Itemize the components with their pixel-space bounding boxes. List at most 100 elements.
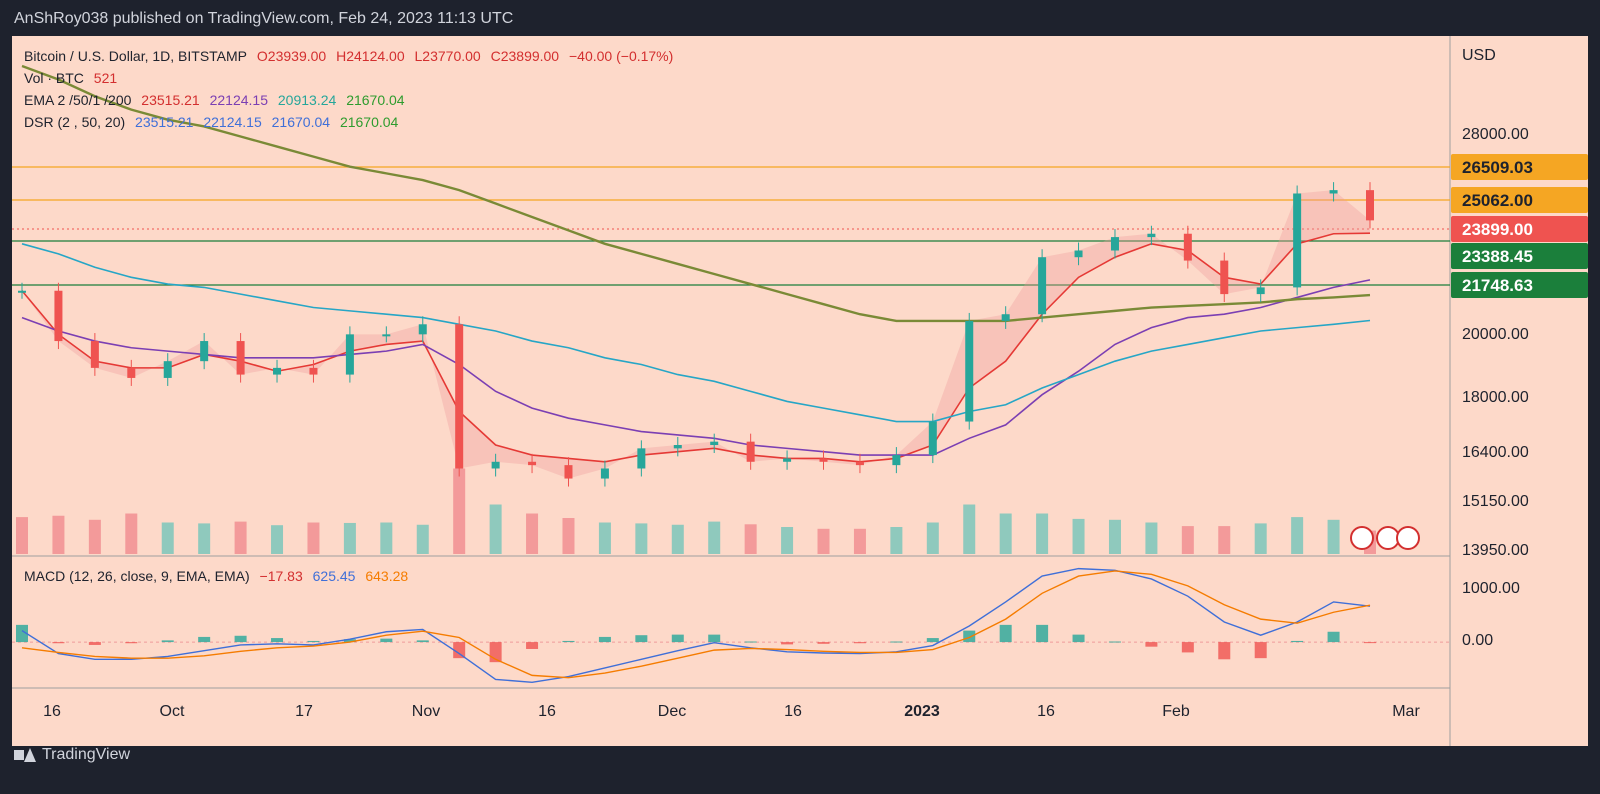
time-tick-label: 16	[538, 703, 556, 720]
volume-bar	[817, 528, 830, 554]
macd-legend: MACD (12, 26, close, 9, EMA, EMA) −17.83…	[24, 568, 414, 584]
volume-bar	[16, 517, 28, 554]
macd-histogram-bar	[1145, 642, 1158, 647]
time-tick-label: 17	[295, 703, 313, 720]
ohlc-open: O23939.00	[256, 48, 327, 64]
volume-bar	[853, 528, 866, 554]
macd-line	[21, 567, 1371, 683]
candle-body	[345, 334, 354, 375]
macd-histogram-bar	[307, 640, 320, 643]
candle-body	[1038, 257, 1047, 315]
macd-histogram-bar	[1327, 631, 1340, 643]
volume-bar	[1036, 513, 1049, 554]
ohlc-close: C23899.00	[490, 48, 560, 64]
price-tag-box	[1451, 243, 1588, 269]
price-tag-label: 25062.00	[1462, 191, 1533, 210]
candle-body	[928, 421, 937, 456]
signal-line	[21, 570, 1371, 679]
macd-histogram-bar	[1108, 641, 1121, 643]
volume-bar	[1327, 519, 1340, 554]
chart-frame[interactable]: 28000.00 20000.00 18000.00 16400.00 15150.00…	[12, 36, 1588, 746]
macd-histogram-bar	[708, 634, 721, 643]
price-tick-label: 28000.00	[1462, 126, 1529, 143]
macd-histogram-bar	[125, 642, 138, 644]
time-tick-label: Dec	[658, 703, 686, 720]
time-tick-label: 16	[43, 703, 61, 720]
macd-histogram-bar	[161, 640, 174, 643]
candle-body	[528, 461, 537, 466]
macd-histogram-bar	[52, 642, 65, 644]
candle-body	[1110, 237, 1119, 251]
ohlc-change: −40.00 (−0.17%)	[569, 48, 674, 64]
macd-histogram-bar	[198, 636, 211, 643]
volume-bar	[744, 524, 757, 554]
price-tag-box	[1451, 187, 1588, 213]
time-tick-label: Nov	[412, 703, 440, 720]
candle-body	[1256, 287, 1265, 295]
moving-average-line	[21, 279, 1371, 456]
time-tick-label: Feb	[1162, 703, 1190, 720]
volume-value: 521	[93, 70, 118, 86]
macd-histogram-bar	[16, 624, 28, 643]
dsr-value-2: 22124.15	[203, 114, 262, 130]
volume-bar	[489, 504, 502, 554]
volume-bar	[1254, 523, 1267, 554]
candle-body	[892, 455, 901, 466]
candle-body	[855, 461, 864, 466]
price-tick-label: 20000.00	[1462, 326, 1529, 343]
candle-body	[1147, 233, 1156, 238]
candle-body	[1293, 193, 1302, 288]
macd-histogram-bar	[1254, 642, 1267, 659]
macd-histogram-bar	[781, 642, 794, 645]
candle-body	[1366, 190, 1374, 221]
ema-legend: EMA 2 /50/1 /200 23515.21 22124.15 20913…	[24, 92, 411, 108]
candle-body	[1001, 314, 1010, 321]
macd-histogram-bar	[453, 642, 466, 659]
moving-average-line	[21, 232, 1371, 463]
dsr-band-fill	[22, 190, 1370, 479]
volume-bar	[1072, 518, 1085, 554]
macd-histogram-bar	[1364, 642, 1376, 644]
volume-label: Vol · BTC	[24, 70, 84, 86]
candle-body	[965, 320, 974, 422]
macd-label: MACD (12, 26, close, 9, EMA, EMA)	[24, 568, 250, 584]
dsr-value-4: 21670.04	[339, 114, 399, 130]
macd-histogram-bar	[1072, 634, 1085, 643]
macd-histogram-bar	[853, 642, 866, 644]
volume-bar	[635, 523, 648, 554]
macd-histogram-bar	[744, 641, 757, 643]
volume-bar	[1291, 517, 1304, 554]
macd-value-signal: 643.28	[365, 568, 409, 584]
time-tick-label: Oct	[160, 703, 185, 720]
ohlc-low: L23770.00	[414, 48, 481, 64]
price-tick-label: 18000.00	[1462, 389, 1529, 406]
symbol-name: Bitcoin / U.S. Dollar, 1D, BITSTAMP	[24, 48, 248, 64]
volume-bar	[1181, 526, 1194, 554]
price-chart[interactable]: 28000.00 20000.00 18000.00 16400.00 15150.00…	[12, 36, 1588, 746]
ema-label: EMA 2 /50/1 /200	[24, 92, 132, 108]
volume-bar	[307, 522, 320, 554]
us-flag-icon	[1396, 526, 1420, 550]
candle-body	[54, 290, 63, 342]
candle-body	[1074, 250, 1083, 258]
volume-bar	[708, 521, 721, 554]
macd-histogram-bar	[526, 642, 539, 649]
macd-tick-label: 1000.00	[1462, 580, 1520, 597]
macd-histogram-bar	[234, 635, 247, 643]
volume-bar	[671, 524, 684, 554]
candle-body	[418, 324, 427, 335]
volume-legend: Vol · BTC 521	[24, 70, 123, 86]
volume-bar	[963, 504, 976, 554]
macd-value-line: 625.45	[312, 568, 356, 584]
volume-bar	[1218, 526, 1231, 554]
price-tag-box	[1451, 272, 1588, 298]
macd-histogram-bar	[1181, 642, 1194, 653]
macd-histogram-bar	[343, 639, 356, 643]
candle-body	[236, 341, 245, 375]
candle-body	[710, 441, 719, 446]
macd-histogram-bar	[380, 638, 393, 643]
macd-histogram-bar	[999, 624, 1012, 643]
price-tag-label: 23388.45	[1462, 247, 1533, 266]
macd-histogram-bar	[635, 635, 648, 643]
candle-body	[90, 341, 99, 368]
